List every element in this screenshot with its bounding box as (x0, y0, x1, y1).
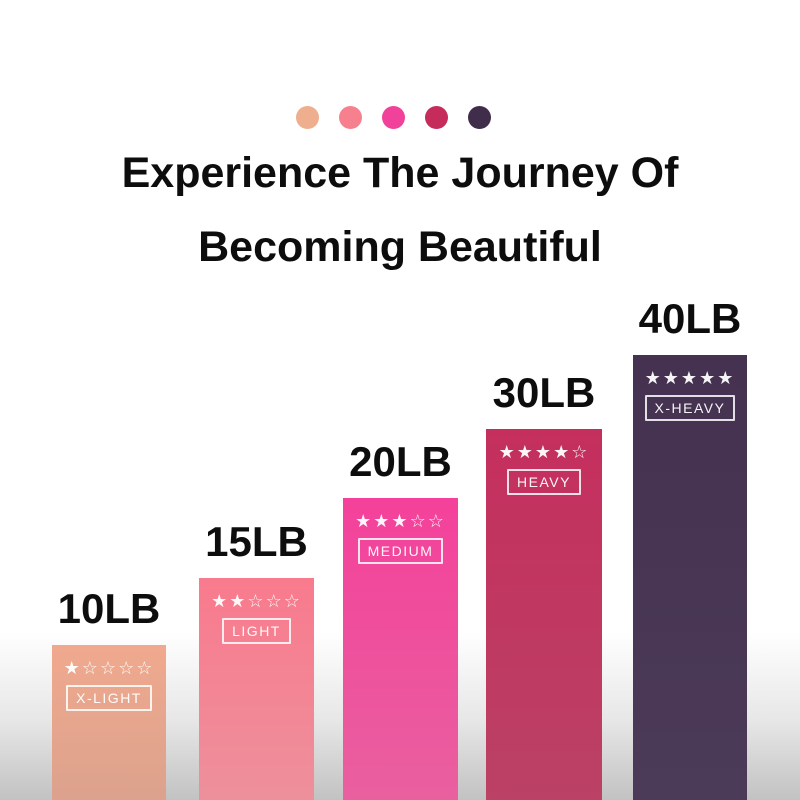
title-line-1: Experience The Journey Of (121, 149, 679, 197)
weight-label: 20LB (349, 438, 452, 485)
band-bar: ★★★★★ X-HEAVY (633, 355, 747, 800)
weight-label: 10LB (57, 585, 161, 632)
resistance-band-column: 40LB ★★★★★ X-HEAVY (633, 297, 747, 800)
x-light-color-dot (296, 106, 319, 129)
light-color-dot (339, 106, 362, 129)
weight-label: 30LB (492, 369, 596, 416)
star-rating: ★★★☆☆ (355, 511, 446, 532)
heavy-color-dot (425, 106, 448, 129)
band-name-label: X-HEAVY (644, 394, 736, 421)
band-bar: ★★★☆☆ MEDIUM (343, 498, 458, 800)
resistance-band-column: 30LB ★★★★☆ HEAVY (486, 371, 602, 800)
resistance-band-column: 15LB ★★☆☆☆ LIGHT (199, 520, 314, 800)
band-name-label: HEAVY (507, 468, 581, 495)
star-rating: ★★☆☆☆ (211, 591, 302, 612)
star-rating: ★★★★★ (644, 368, 736, 389)
band-bar: ★☆☆☆☆ X-LIGHT (52, 645, 166, 800)
color-palette-dots (296, 106, 491, 129)
star-rating: ★★★★☆ (498, 442, 590, 463)
medium-color-dot (382, 106, 405, 129)
band-bar: ★★☆☆☆ LIGHT (199, 578, 314, 800)
weight-label: 15LB (205, 518, 308, 565)
resistance-band-column: 20LB ★★★☆☆ MEDIUM (343, 440, 458, 800)
band-name-label: MEDIUM (357, 537, 444, 564)
star-rating: ★☆☆☆☆ (63, 658, 155, 679)
title-line-2: Becoming Beautiful (198, 223, 602, 271)
weight-label: 40LB (638, 295, 742, 342)
band-name-label: X-LIGHT (66, 684, 152, 711)
band-bar: ★★★★☆ HEAVY (486, 429, 602, 800)
resistance-band-column: 10LB ★☆☆☆☆ X-LIGHT (52, 587, 166, 800)
x-heavy-color-dot (468, 106, 491, 129)
band-name-label: LIGHT (222, 617, 291, 644)
